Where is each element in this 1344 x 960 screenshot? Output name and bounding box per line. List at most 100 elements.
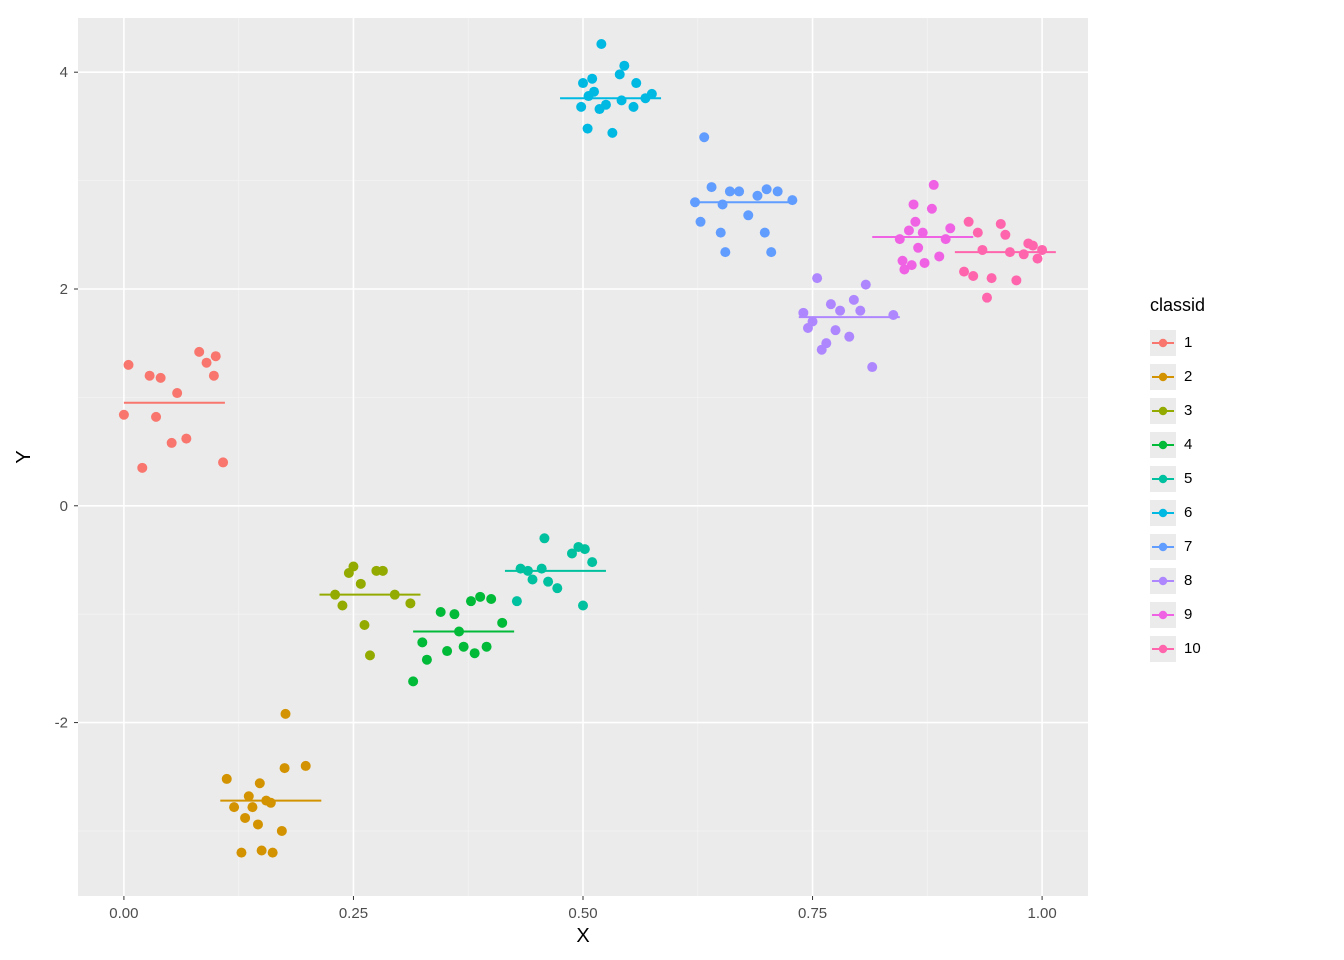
data-point (629, 102, 639, 112)
legend-item-label: 5 (1184, 470, 1192, 487)
data-point (607, 128, 617, 138)
legend-key-icon (1150, 636, 1176, 662)
data-point (266, 798, 276, 808)
y-tick-label: 4 (60, 64, 68, 81)
data-point (576, 102, 586, 112)
legend-item: 5 (1150, 466, 1205, 492)
data-point (725, 186, 735, 196)
data-point (895, 234, 905, 244)
data-point (773, 186, 783, 196)
legend-item: 8 (1150, 568, 1205, 594)
data-point (743, 210, 753, 220)
legend-key-icon (1150, 330, 1176, 356)
data-point (831, 325, 841, 335)
data-point (137, 463, 147, 473)
data-point (172, 388, 182, 398)
data-point (861, 280, 871, 290)
x-axis-title: X (576, 925, 589, 947)
data-point (359, 620, 369, 630)
data-point (619, 61, 629, 71)
data-point (982, 293, 992, 303)
data-point (907, 260, 917, 270)
data-point (929, 180, 939, 190)
data-point (539, 533, 549, 543)
legend-item-label: 9 (1184, 606, 1192, 623)
legend-key-icon (1150, 398, 1176, 424)
data-point (378, 566, 388, 576)
data-point (512, 596, 522, 606)
data-point (552, 583, 562, 593)
data-point (583, 124, 593, 134)
legend-key-icon (1150, 466, 1176, 492)
data-point (910, 217, 920, 227)
legend-key-icon (1150, 602, 1176, 628)
data-point (734, 186, 744, 196)
legend-item-label: 2 (1184, 368, 1192, 385)
data-point (247, 802, 257, 812)
x-tick-label: 0.00 (109, 905, 138, 922)
data-point (181, 434, 191, 444)
data-point (787, 195, 797, 205)
data-point (281, 709, 291, 719)
data-point (470, 648, 480, 658)
data-point (968, 271, 978, 281)
data-point (202, 358, 212, 368)
legend-item-label: 7 (1184, 538, 1192, 555)
data-point (867, 362, 877, 372)
data-point (466, 596, 476, 606)
data-point (631, 78, 641, 88)
data-point (578, 78, 588, 88)
legend-key-icon (1150, 568, 1176, 594)
scatter-chart: 0.000.250.500.751.00-2024XY (0, 0, 1130, 960)
data-point (945, 223, 955, 233)
legend-item-label: 1 (1184, 334, 1192, 351)
y-tick-label: -2 (55, 715, 68, 732)
data-point (898, 256, 908, 266)
y-tick-label: 2 (60, 281, 68, 298)
data-point (844, 332, 854, 342)
data-point (904, 225, 914, 235)
data-point (218, 457, 228, 467)
data-point (151, 412, 161, 422)
data-point (996, 219, 1006, 229)
legend-item: 4 (1150, 432, 1205, 458)
data-point (156, 373, 166, 383)
data-point (977, 245, 987, 255)
x-tick-label: 0.50 (568, 905, 597, 922)
data-point (587, 74, 597, 84)
legend-item: 9 (1150, 602, 1205, 628)
data-point (601, 100, 611, 110)
legend: classid12345678910 (1130, 0, 1225, 960)
data-point (356, 579, 366, 589)
data-point (707, 182, 717, 192)
data-point (826, 299, 836, 309)
data-point (497, 618, 507, 628)
data-point (459, 642, 469, 652)
data-point (812, 273, 822, 283)
data-point (268, 848, 278, 858)
data-point (821, 338, 831, 348)
data-point (760, 228, 770, 238)
data-point (927, 204, 937, 214)
legend-item-label: 10 (1184, 640, 1201, 657)
data-point (762, 184, 772, 194)
data-point (752, 191, 762, 201)
data-point (543, 577, 553, 587)
data-point (617, 95, 627, 105)
data-point (229, 802, 239, 812)
data-point (973, 228, 983, 238)
data-point (253, 819, 263, 829)
legend-item: 7 (1150, 534, 1205, 560)
data-point (348, 561, 358, 571)
data-point (119, 410, 129, 420)
data-point (209, 371, 219, 381)
data-point (855, 306, 865, 316)
data-point (909, 199, 919, 209)
data-point (436, 607, 446, 617)
data-point (580, 544, 590, 554)
data-point (696, 217, 706, 227)
data-point (280, 763, 290, 773)
legend-item-label: 6 (1184, 504, 1192, 521)
legend-key-icon (1150, 364, 1176, 390)
data-point (596, 39, 606, 49)
